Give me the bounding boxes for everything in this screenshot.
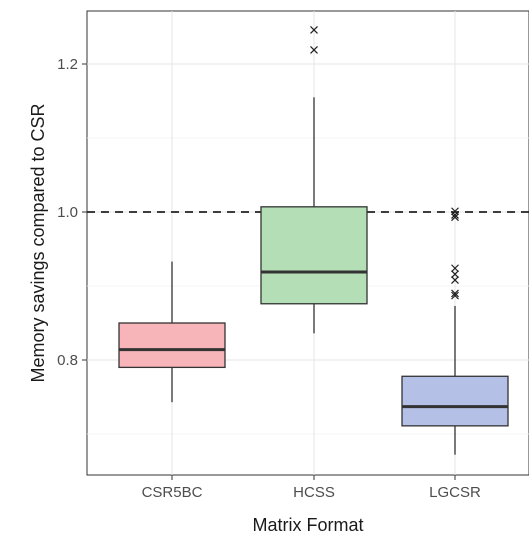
outlier-point <box>451 276 459 285</box>
outlier-stroke <box>451 289 459 298</box>
outlier-point <box>451 207 459 216</box>
x-tick-label: CSR5BC <box>142 484 203 501</box>
outlier-stroke <box>451 213 459 222</box>
outlier-stroke <box>310 46 318 54</box>
outlier-point <box>451 213 459 222</box>
outlier-point <box>451 270 459 279</box>
outlier-point <box>451 291 459 300</box>
outlier-stroke <box>451 207 459 216</box>
x-axis: CSR5BC HCSS LGCSR <box>142 475 481 501</box>
outlier-stroke <box>451 264 459 273</box>
outlier-point <box>451 211 459 219</box>
box-hcss <box>260 26 368 334</box>
outlier-stroke <box>451 211 459 219</box>
x-axis-title: Matrix Format <box>252 515 363 535</box>
y-tick-label: 1.0 <box>57 204 78 221</box>
outlier-point <box>451 264 459 273</box>
y-tick-label: 0.8 <box>57 352 78 369</box>
box-iqr <box>118 322 226 369</box>
outlier-point <box>451 289 459 298</box>
box-iqr <box>401 375 509 427</box>
outlier-stroke <box>310 26 318 34</box>
box-iqr <box>260 206 368 305</box>
outlier-point <box>310 46 318 54</box>
x-tick-label: HCSS <box>293 484 335 501</box>
outlier-point <box>310 26 318 34</box>
box-lgcsr <box>401 207 509 455</box>
outlier-stroke <box>451 276 459 285</box>
box-csr5bc <box>118 261 226 403</box>
y-tick-label: 1.2 <box>57 56 78 73</box>
outlier-stroke <box>451 270 459 279</box>
y-axis: 0.8 1.0 1.2 <box>57 56 87 369</box>
boxes <box>118 26 509 455</box>
y-axis-title: Memory savings compared to CSR <box>28 103 48 382</box>
x-tick-label: LGCSR <box>429 484 481 501</box>
outlier-stroke <box>451 291 459 300</box>
